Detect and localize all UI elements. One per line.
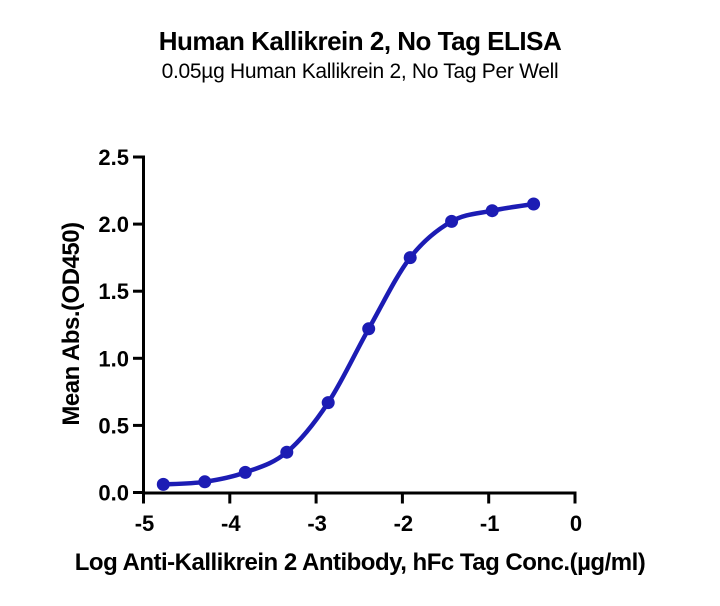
data-point (403, 251, 417, 265)
x-tick-label: 0 (570, 511, 582, 536)
data-point (485, 204, 499, 218)
fit-curve (161, 201, 536, 487)
y-tick-label: 2.5 (98, 145, 129, 170)
y-tick-label: 0.5 (98, 413, 129, 438)
data-point (527, 197, 541, 211)
x-axis-title: Log Anti-Kallikrein 2 Antibody, hFc Tag … (74, 549, 646, 576)
x-tick-label: -5 (135, 511, 155, 536)
data-point (238, 465, 252, 479)
data-point (445, 214, 459, 228)
x-tick-label: -1 (480, 511, 500, 536)
x-tick-label: -3 (307, 511, 327, 536)
data-point (362, 322, 376, 336)
y-tick-label: 1.0 (98, 346, 129, 371)
data-point (156, 477, 170, 491)
chart-title: Human Kallikrein 2, No Tag ELISA (158, 26, 562, 56)
y-tick-label: 1.5 (98, 279, 129, 304)
x-tick-label: -2 (394, 511, 414, 536)
x-tick-label: -4 (221, 511, 241, 536)
y-tick-label: 2.0 (98, 212, 129, 237)
data-point (198, 475, 212, 489)
data-point (280, 445, 294, 459)
data-point (321, 396, 335, 410)
chart-subtitle: 0.05µg Human Kallikrein 2, No Tag Per We… (161, 60, 559, 83)
y-tick-label: 0.0 (98, 481, 129, 506)
